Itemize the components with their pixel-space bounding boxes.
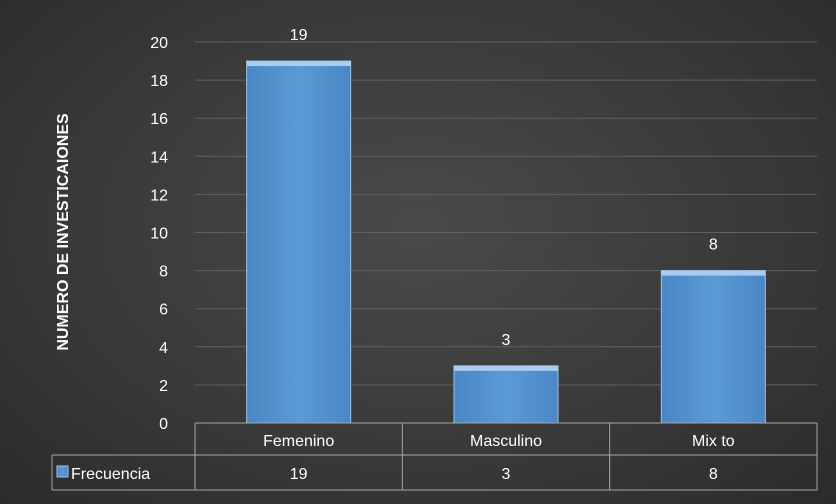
data-label: 19: [290, 27, 308, 44]
y-tick-label: 0: [159, 416, 168, 433]
y-tick-label: 2: [159, 378, 168, 395]
legend-series-name: Frecuencia: [71, 466, 150, 483]
table-value: 3: [502, 466, 511, 483]
y-tick-label: 20: [150, 35, 168, 52]
y-tick-label: 10: [150, 226, 168, 243]
y-axis-title: NUMERO DE INVESTICAIONES: [55, 113, 72, 351]
y-tick-label: 16: [150, 111, 168, 128]
y-tick-label: 12: [150, 187, 168, 204]
y-tick-label: 4: [159, 340, 168, 357]
data-table: Femenino 19 Masculino 3 Mix to 8 Frecuencia: [51, 422, 818, 491]
bar-bevel: [246, 61, 351, 67]
table-value: 19: [290, 466, 308, 483]
bars: [246, 60, 766, 424]
data-label: 3: [502, 332, 511, 349]
bar-bevel: [661, 270, 766, 276]
table-value: 8: [709, 466, 718, 483]
legend-key: [56, 465, 69, 478]
y-tick-label: 14: [150, 149, 168, 166]
x-category-label: Mix to: [692, 433, 735, 450]
x-category-label: Masculino: [470, 433, 542, 450]
bar: [246, 60, 352, 424]
bar-bevel: [454, 365, 558, 371]
y-tick-label: 6: [159, 302, 168, 319]
y-tick-label: 18: [150, 73, 168, 90]
data-label: 8: [709, 237, 718, 254]
y-ticks: 0 2 4 6 8 10 12 14 16 18 20: [150, 35, 168, 433]
x-category-label: Femenino: [263, 433, 334, 450]
bar: [453, 365, 559, 424]
y-tick-label: 8: [159, 264, 168, 281]
bar: [660, 270, 766, 424]
